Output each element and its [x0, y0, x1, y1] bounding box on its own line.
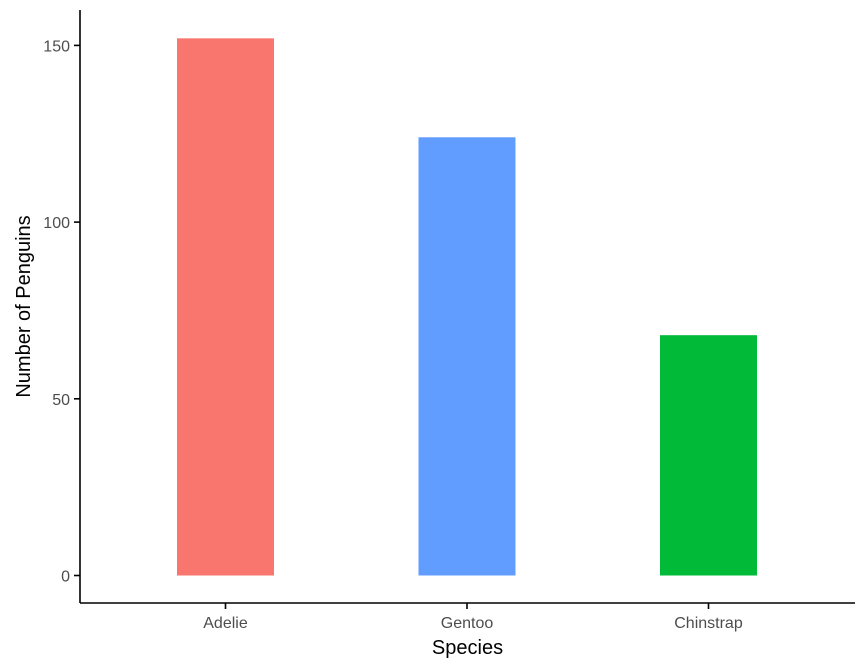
y-axis-title: Number of Penguins: [13, 215, 35, 397]
x-tick-label-gentoo: Gentoo: [441, 615, 494, 632]
y-tick-label: 0: [61, 569, 70, 586]
x-axis-ticks: Adelie Gentoo Chinstrap: [203, 603, 743, 632]
bars-group: [177, 38, 757, 576]
bar-gentoo: [418, 137, 516, 576]
bar-adelie: [177, 38, 274, 576]
x-tick-label-adelie: Adelie: [203, 615, 248, 632]
y-tick-label: 100: [43, 215, 70, 232]
y-tick-label: 150: [43, 38, 70, 55]
y-tick-label: 50: [52, 392, 70, 409]
x-tick-label-chinstrap: Chinstrap: [674, 615, 743, 632]
x-axis-title: Species: [432, 637, 503, 659]
y-axis-ticks: 0 50 100 150: [43, 38, 80, 586]
bar-chinstrap: [660, 335, 757, 576]
